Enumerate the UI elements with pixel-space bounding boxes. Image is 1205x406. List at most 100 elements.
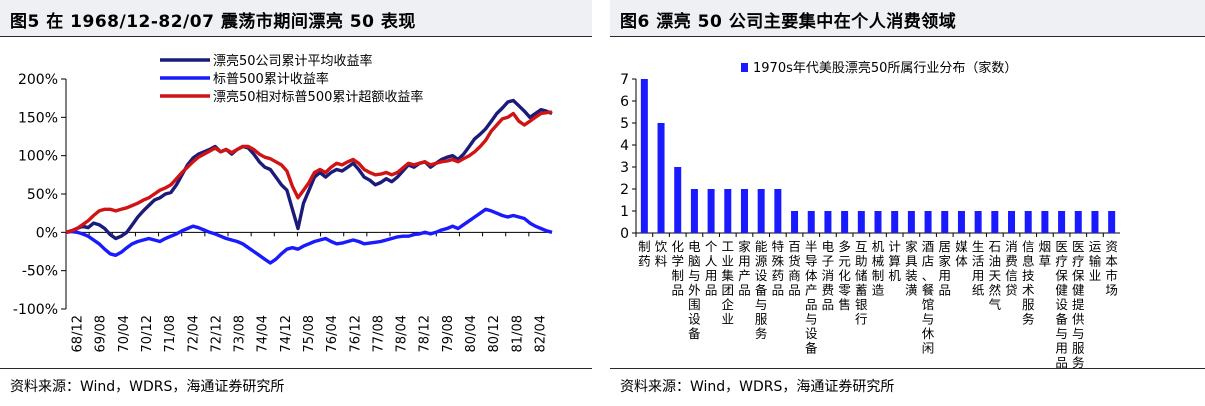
category-label: 多元化零售 bbox=[838, 239, 851, 312]
bar bbox=[1058, 211, 1066, 233]
bar bbox=[690, 189, 698, 233]
x-tick-label: 74/04 bbox=[256, 315, 271, 352]
series-line bbox=[65, 207, 553, 265]
bar bbox=[1041, 211, 1049, 233]
legend-label: 漂亮50公司累计平均收益率 bbox=[213, 53, 373, 69]
x-tick-label: 75/08 bbox=[302, 315, 317, 352]
figure-title: 图5 在 1968/12-82/07 震荡市期间漂亮 50 表现 bbox=[10, 12, 416, 32]
bar bbox=[1108, 211, 1116, 233]
category-label: 电脑与外围设备 bbox=[688, 239, 701, 341]
category-label: 烟草 bbox=[1039, 239, 1052, 269]
x-tick-label: 70/04 bbox=[117, 315, 132, 352]
category-label: 医疗保健设备与用品 bbox=[1055, 239, 1068, 368]
x-tick-label: 76/12 bbox=[348, 315, 363, 352]
x-tick-label: 77/08 bbox=[371, 315, 386, 352]
x-tick-label: 81/08 bbox=[510, 315, 525, 352]
category-label: 媒体 bbox=[955, 239, 968, 269]
bar bbox=[891, 211, 899, 233]
category-label: 饮料 bbox=[655, 239, 668, 269]
x-tick-label: 74/12 bbox=[279, 315, 294, 352]
y-tick-label: 100% bbox=[18, 149, 58, 165]
x-tick-label: 68/12 bbox=[71, 315, 86, 352]
x-tick-label: 78/04 bbox=[395, 315, 410, 352]
bar bbox=[774, 189, 782, 233]
left-figure-panel: 图5 在 1968/12-82/07 震荡市期间漂亮 50 表现 200% 150… bbox=[0, 0, 592, 406]
category-label: 居家用品 bbox=[939, 239, 952, 298]
category-label: 百货商品 bbox=[788, 239, 801, 298]
source-divider bbox=[0, 368, 592, 369]
category-label: 资本市场 bbox=[1105, 239, 1118, 298]
category-label: 运输业 bbox=[1089, 239, 1102, 283]
y-tick-label: 3 bbox=[620, 160, 629, 176]
bar-chart: 765432101970s年代美股漂亮50所属行业分布（家数）制药饮料化学制品电… bbox=[620, 60, 1120, 368]
category-label: 化学制品 bbox=[671, 239, 684, 298]
bar bbox=[640, 79, 648, 233]
bar bbox=[657, 123, 665, 233]
x-tick-label: 71/08 bbox=[163, 315, 178, 352]
category-label: 生活用纸 bbox=[972, 239, 985, 298]
y-tick-label: 4 bbox=[620, 138, 629, 154]
x-tick-label: 78/12 bbox=[418, 315, 433, 352]
legend-label: 1970s年代美股漂亮50所属行业分布（家数） bbox=[753, 60, 1017, 76]
bar bbox=[724, 189, 732, 233]
legend-label: 标普500累计收益率 bbox=[213, 71, 329, 87]
category-label: 互助储蓄银行 bbox=[855, 239, 868, 327]
bar bbox=[957, 211, 965, 233]
category-label: 医疗保健提供与服务 bbox=[1072, 239, 1085, 368]
figure-title: 图6 漂亮 50 公司主要集中在个人消费领域 bbox=[620, 12, 957, 32]
bar bbox=[1091, 211, 1099, 233]
source-note: 资料来源：Wind，WDRS，海通证券研究所 bbox=[10, 379, 285, 395]
x-tick-label: 80/04 bbox=[464, 315, 479, 352]
figure-title-bar: 图5 在 1968/12-82/07 震荡市期间漂亮 50 表现 bbox=[0, 0, 592, 37]
category-label: 消费信贷 bbox=[1005, 239, 1018, 298]
x-tick-label: 79/08 bbox=[441, 315, 456, 352]
category-label: 计算机 bbox=[888, 239, 901, 283]
y-tick-label: -50% bbox=[22, 264, 58, 280]
y-tick-label: 7 bbox=[620, 72, 629, 88]
y-tick-label: 150% bbox=[18, 110, 58, 126]
x-tick-label: 70/12 bbox=[140, 315, 155, 352]
x-tick-label: 69/08 bbox=[94, 315, 109, 352]
bar bbox=[1024, 211, 1032, 233]
source-note: 资料来源：Wind，WDRS，海通证券研究所 bbox=[620, 379, 895, 395]
bar bbox=[824, 211, 832, 233]
category-label: 工业集团企业 bbox=[722, 239, 735, 327]
category-label: 家用产品 bbox=[738, 239, 751, 298]
series-line bbox=[65, 110, 553, 234]
category-label: 制药 bbox=[638, 239, 651, 269]
y-tick-label: -100% bbox=[13, 302, 58, 318]
bar bbox=[857, 211, 865, 233]
category-label: 特殊药品 bbox=[772, 239, 785, 298]
x-tick-label: 73/08 bbox=[233, 315, 248, 352]
category-label: 电子消费品 bbox=[822, 239, 835, 312]
bar bbox=[874, 211, 882, 233]
y-tick-label: 50% bbox=[27, 187, 58, 203]
y-tick-label: 5 bbox=[620, 116, 629, 132]
bar bbox=[907, 211, 915, 233]
bar bbox=[924, 211, 932, 233]
y-tick-label: 2 bbox=[620, 182, 629, 198]
legend-label: 漂亮50相对标普500累计超额收益率 bbox=[213, 89, 423, 105]
x-tick-label: 72/04 bbox=[186, 315, 201, 352]
category-label: 个人用品 bbox=[705, 239, 718, 298]
bar bbox=[674, 167, 682, 233]
bar bbox=[1074, 211, 1082, 233]
x-tick-label: 80/12 bbox=[487, 315, 502, 352]
line-chart: 200% 150% 100% 50% 0% -50% -100% 68/12 69/08 70/0… bbox=[13, 53, 553, 352]
x-tick-label: 76/04 bbox=[325, 315, 340, 352]
y-tick-label: 200% bbox=[18, 72, 58, 88]
category-label: 信息技术服务 bbox=[1022, 239, 1035, 327]
legend-swatch bbox=[741, 63, 748, 72]
category-label: 家具装潢 bbox=[905, 239, 918, 298]
source-divider bbox=[610, 368, 1205, 369]
bar bbox=[974, 211, 982, 233]
bar bbox=[757, 189, 765, 233]
bar bbox=[991, 211, 999, 233]
bar bbox=[941, 211, 949, 233]
bar bbox=[740, 189, 748, 233]
figure-title-bar: 图6 漂亮 50 公司主要集中在个人消费领域 bbox=[610, 0, 1205, 37]
y-tick-label: 1 bbox=[620, 204, 629, 220]
right-figure-panel: 图6 漂亮 50 公司主要集中在个人消费领域 7 6 5 4 3 2 1 0 1970s年代美股… bbox=[610, 0, 1205, 406]
category-label: 半导体产品与设备 bbox=[805, 239, 818, 356]
category-label: 能源设备与服务 bbox=[755, 239, 768, 341]
